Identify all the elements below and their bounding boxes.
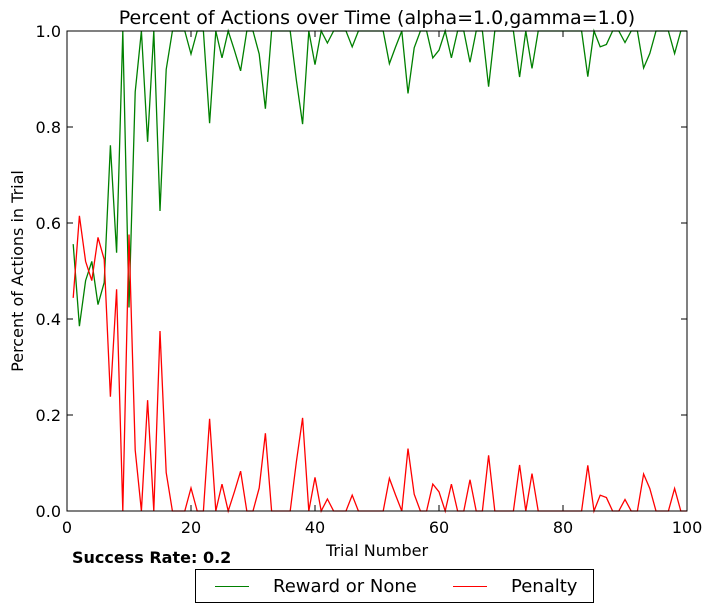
x-tick-label: 60 <box>429 518 449 537</box>
legend-swatch-reward <box>215 585 249 587</box>
x-tick-label: 40 <box>305 518 325 537</box>
series-line-penalty <box>72 215 687 514</box>
y-tick-label: 1.0 <box>36 22 61 41</box>
y-tick-label: 0.6 <box>36 214 61 233</box>
x-tick-label: 0 <box>62 518 72 537</box>
x-tick-label: 20 <box>181 518 201 537</box>
y-axis-label: Percent of Actions in Trial <box>8 170 27 372</box>
legend-item-penalty: Penalty <box>453 570 577 602</box>
legend-label-penalty: Penalty <box>511 575 578 597</box>
x-tick-label: 80 <box>553 518 573 537</box>
axis-ticks: 0 20 40 60 80 100 0.0 0.2 0.4 0.6 0.8 1.0 <box>36 22 703 537</box>
chart-legend: Reward or None Penalty <box>195 569 594 603</box>
plot-frame <box>66 30 688 512</box>
y-tick-label: 0.4 <box>36 310 61 329</box>
success-rate-label: Success Rate: 0.2 <box>72 548 232 567</box>
y-tick-label: 0.2 <box>36 406 61 425</box>
x-axis-label: Trial Number <box>325 541 428 560</box>
chart-title: Percent of Actions over Time (alpha=1.0,… <box>119 7 635 29</box>
x-tick-label: 100 <box>672 518 703 537</box>
y-tick-label: 0.0 <box>36 502 61 521</box>
series-line-reward-or-none <box>72 28 687 327</box>
legend-swatch-penalty <box>453 585 487 587</box>
legend-label-reward: Reward or None <box>273 575 417 597</box>
series-lines <box>72 28 687 514</box>
y-tick-label: 0.8 <box>36 118 61 137</box>
legend-item-reward: Reward or None <box>215 570 417 602</box>
